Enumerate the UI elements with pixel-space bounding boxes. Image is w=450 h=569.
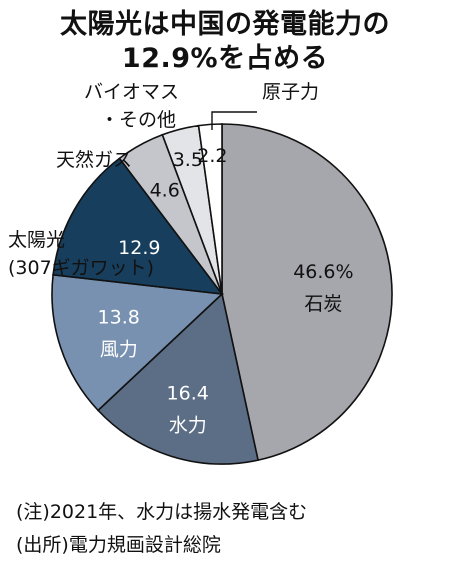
note-line-1: (注)2021年、水力は揚水発電含む xyxy=(16,501,308,523)
slice-6-outside-label-1: バイオマス xyxy=(84,81,179,103)
outside-labels: 太陽光 (307ギガワット) 天然ガス バイオマス・その他 原子力 xyxy=(8,81,319,279)
slice-7-outside-label-1: 原子力 xyxy=(262,81,319,103)
slice-6-value-label: 3.5 xyxy=(173,149,203,171)
slice-7-leader-line xyxy=(211,111,257,130)
title-line-2: 12.9%を占める xyxy=(121,43,329,74)
title-line-1: 太陽光は中国の発電能力の xyxy=(60,9,390,40)
note-line-2: (出所)電力規画設計総院 xyxy=(16,534,221,556)
slice-3-wedge xyxy=(51,273,224,412)
slice-2-category-label: 水力 xyxy=(169,414,207,436)
slice-4-outside-label-2: (307ギガワット) xyxy=(8,257,154,279)
slice-7-value-label: 2.2 xyxy=(197,145,227,167)
chart-title: 太陽光は中国の発電能力の 12.9%を占める xyxy=(0,8,450,76)
slice-1-wedge xyxy=(221,123,393,462)
slice-5-value-label: 4.6 xyxy=(150,180,180,202)
pie-slices xyxy=(51,123,393,465)
slice-4-wedge xyxy=(52,157,224,296)
slice-1-value-label: 46.6% xyxy=(293,261,353,283)
slice-6-outside-label-2: ・その他 xyxy=(100,109,176,131)
slice-2-value-label: 16.4 xyxy=(167,382,209,404)
slice-4-value-label: 12.9 xyxy=(118,237,160,259)
slice-2-wedge xyxy=(96,292,259,465)
slice-4-outside-label-1: 太陽光 xyxy=(8,229,65,251)
pie-labels: 46.6% 石炭 16.4 水力 13.8 風力 12.9 4.6 3.52.2 xyxy=(98,145,354,437)
slice-3-category-label: 風力 xyxy=(100,338,138,360)
chart-notes: (注)2021年、水力は揚水発電含む (出所)電力規画設計総院 xyxy=(16,496,307,562)
slice-5-outside-label-1: 天然ガス xyxy=(56,149,132,171)
slice-7-wedge xyxy=(197,123,223,295)
slice-1-category-label: 石炭 xyxy=(304,293,342,315)
slice-3-value-label: 13.8 xyxy=(98,306,140,328)
